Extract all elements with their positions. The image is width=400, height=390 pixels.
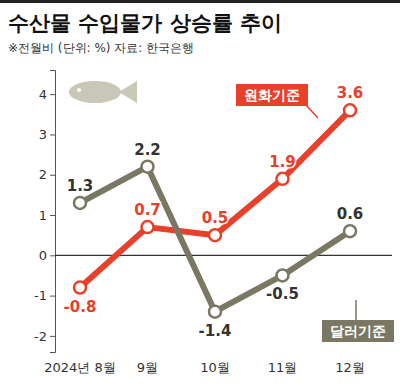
data-label: 1.3	[67, 177, 94, 195]
data-label: 0.6	[337, 205, 364, 223]
y-tick-label: 1	[39, 208, 47, 223]
y-tick-label: 3	[39, 127, 47, 142]
series-marker	[142, 221, 154, 233]
fish-tail	[119, 81, 137, 103]
y-tick-mark	[50, 296, 55, 297]
data-label: 2.2	[134, 141, 161, 159]
y-tick-label: 2	[39, 167, 47, 182]
y-tick: -1	[34, 288, 55, 303]
series-marker	[74, 282, 86, 294]
x-tick-label: 10월	[200, 360, 230, 375]
series-marker	[74, 197, 86, 209]
fish-icon	[69, 81, 137, 103]
zero-line	[55, 255, 392, 256]
title: 수산물 수입물가 상승률 추이	[8, 11, 282, 35]
data-label: 0.7	[134, 201, 161, 219]
series-marker	[344, 225, 356, 237]
legend-box	[236, 84, 308, 106]
callout-leader	[305, 104, 318, 118]
header-rule	[0, 0, 400, 3]
x-tick-label: 12월	[335, 360, 365, 375]
data-label: 1.9	[269, 153, 296, 171]
legend-label: 원화기준	[244, 87, 300, 103]
y-tick-mark	[50, 336, 55, 337]
y-tick-label: -2	[34, 329, 47, 344]
background	[0, 0, 400, 390]
series-line	[80, 167, 350, 312]
x-tick-label: 2024년 8월	[44, 360, 116, 375]
fish-body	[69, 81, 121, 103]
y-axis: -2 -1 0 1 2 3 4	[34, 71, 55, 353]
y-tick-label: -1	[34, 288, 47, 303]
y-tick-label: 0	[39, 248, 47, 263]
y-tick: 4	[39, 87, 55, 102]
y-tick: 3	[39, 127, 55, 142]
fish-eye	[77, 88, 81, 92]
data-label: -0.5	[266, 285, 299, 303]
subtitle: ※전월비 (단위: %) 자료: 한국은행	[8, 41, 194, 55]
data-label: -1.4	[199, 322, 232, 340]
legend-box	[322, 320, 394, 342]
data-label: 3.6	[337, 84, 364, 102]
series-marker	[142, 161, 154, 173]
y-tick-mark	[50, 255, 55, 256]
y-tick: 1	[39, 208, 55, 223]
y-tick: 0	[39, 248, 55, 263]
legend-label: 달러기준	[330, 323, 386, 339]
y-tick-mark	[50, 134, 55, 135]
data-label: 0.5	[202, 209, 229, 227]
y-tick-mark	[50, 175, 55, 176]
series-marker	[344, 104, 356, 116]
x-tick-label: 11월	[268, 360, 298, 375]
callout-leader	[355, 300, 357, 320]
data-labels: -0.8 0.7 0.5 1.9 3.6 1.3 2.2 -1.4 -0.5 0.6	[64, 84, 364, 339]
y-axis-line	[50, 71, 56, 353]
y-tick-mark	[50, 94, 55, 95]
series-marker	[209, 229, 221, 241]
y-tick: 2	[39, 167, 55, 182]
series-marker	[277, 269, 289, 281]
y-tick-mark	[50, 215, 55, 216]
x-tick-label: 9월	[137, 360, 158, 375]
plot-marks	[74, 104, 356, 317]
series-marker	[277, 173, 289, 185]
data-label: -0.8	[64, 298, 97, 316]
y-tick-label: 4	[39, 87, 47, 102]
series-marker	[209, 306, 221, 318]
y-tick: -2	[34, 329, 55, 344]
